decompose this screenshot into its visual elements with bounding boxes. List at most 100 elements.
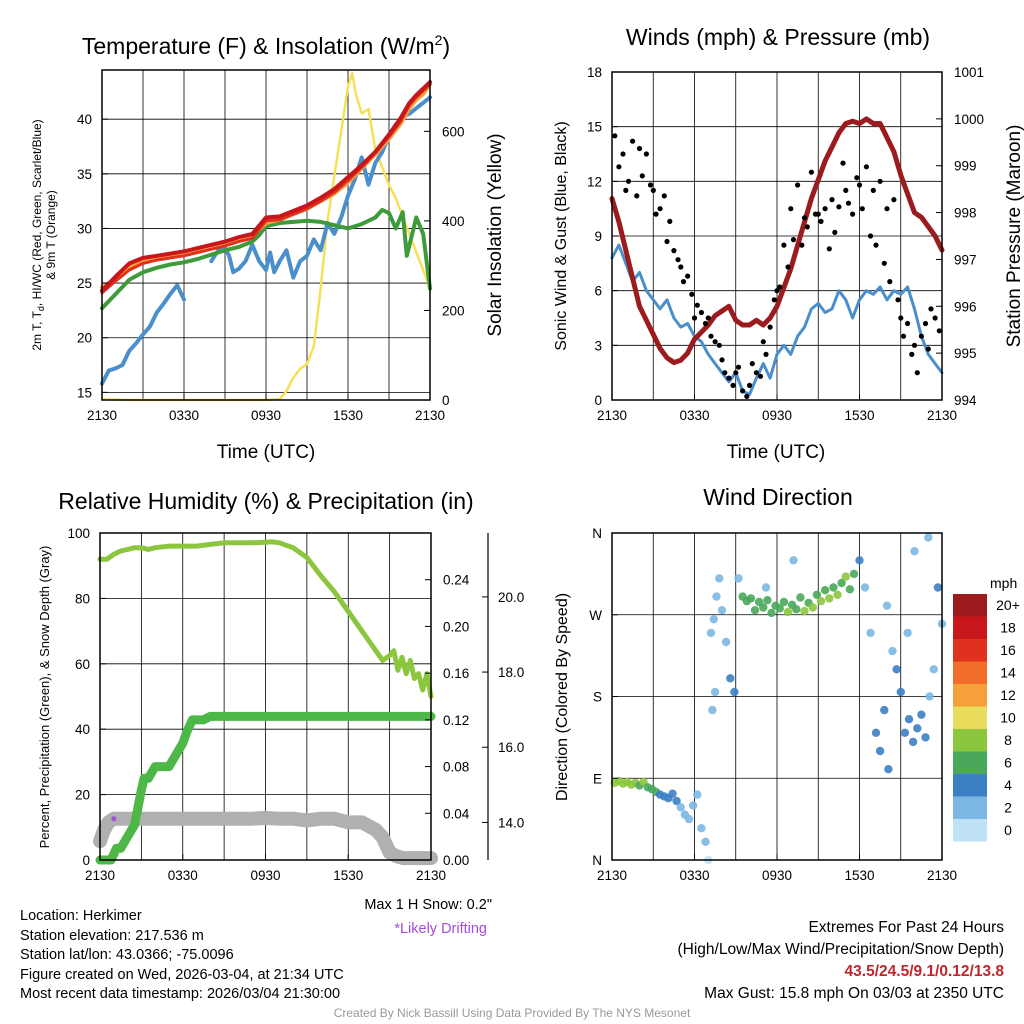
gust-point <box>822 206 828 212</box>
x-tick-label: 2130 <box>927 408 957 423</box>
y-tick-label: 18 <box>587 65 602 80</box>
precip-tick-label: 0.20 <box>443 619 469 634</box>
direction-point <box>892 665 901 674</box>
direction-point <box>896 687 905 697</box>
gust-point <box>705 315 711 321</box>
direction-point <box>717 606 727 615</box>
precip-tick-label: 0.00 <box>443 853 469 868</box>
rh-ylabel: Percent, Precipitation (Green), & Snow D… <box>37 546 52 849</box>
direction-point <box>884 765 893 774</box>
y-tick-label: 25 <box>77 276 92 291</box>
series-line <box>100 207 432 311</box>
x-tick-label: 2130 <box>597 408 627 423</box>
direction-point <box>676 803 685 812</box>
elevation-text: Station elevation: 217.536 m <box>20 927 204 944</box>
gust-point <box>832 229 838 235</box>
gust-point <box>620 151 626 157</box>
gust-point <box>898 315 904 321</box>
x-tick-label: 2130 <box>416 868 446 883</box>
legend-title: mph <box>990 575 1017 591</box>
x-tick-label: 1530 <box>333 408 363 423</box>
gust-point <box>623 187 629 193</box>
direction-point <box>792 605 801 614</box>
series-line <box>97 539 434 699</box>
direction-point <box>871 728 881 737</box>
direction-point <box>816 596 826 606</box>
y2-tick-label: 998 <box>954 206 977 221</box>
direction-point <box>701 837 710 846</box>
series-line <box>100 283 186 386</box>
legend-swatch <box>953 751 987 774</box>
temp-ylabel: 2m T, Td, HI/WC (Red, Green, Scarlet/Blu… <box>30 119 46 350</box>
y2-tick-label: 995 <box>954 346 977 361</box>
gust-point <box>785 264 791 270</box>
precip-tick-label: 0.08 <box>443 760 469 775</box>
drift-point <box>111 816 117 822</box>
precip-tick-label: 0.24 <box>443 573 470 588</box>
gust-point <box>698 309 705 316</box>
direction-point <box>750 606 760 615</box>
gust-point <box>749 361 755 367</box>
y2-tick-label: 200 <box>442 303 465 318</box>
gust-point <box>801 215 808 221</box>
extremes-subtitle: (High/Low/Max Wind/Precipitation/Snow De… <box>677 941 1005 958</box>
panel-temperature: Temperature (F) & Insolation (W/m2) 2130… <box>30 32 506 463</box>
gust-point <box>799 242 805 248</box>
recent-text: Most recent data timestamp: 2026/03/04 2… <box>20 986 341 1003</box>
solar-ylabel: Solar Insolation (Yellow) <box>485 133 506 336</box>
legend-swatch <box>953 796 987 819</box>
x-tick-label: 0930 <box>762 868 792 883</box>
gust-point <box>678 264 684 270</box>
direction-point <box>925 692 934 701</box>
gust-point <box>863 164 870 170</box>
y-tick-label: 9 <box>594 229 602 244</box>
gust-point <box>664 238 670 245</box>
y-tick-label: 15 <box>587 120 602 135</box>
snow-tick-label: 20.0 <box>498 590 524 605</box>
max-snow-note: Max 1 H Snow: 0.2" <box>364 897 492 913</box>
temp-title: Temperature (F) & Insolation (W/m2) <box>82 32 450 59</box>
drifting-note: *Likely Drifting <box>394 921 487 937</box>
gust-point <box>895 297 901 303</box>
gust-point <box>719 357 725 363</box>
gust-point <box>829 197 835 203</box>
legend-label: 6 <box>1004 755 1012 771</box>
gust-point <box>694 302 700 308</box>
legend-label: 20+ <box>996 597 1020 613</box>
precip-tick-label: 0.16 <box>443 666 469 681</box>
direction-point <box>855 556 864 565</box>
credit-text: Created By Nick Bassill Using Data Provi… <box>333 1006 691 1020</box>
extremes-info: Extremes For Past 24 Hours (High/Low/Max… <box>678 917 1005 1005</box>
gust-point <box>630 138 636 144</box>
direction-point <box>900 728 910 737</box>
gust-point <box>788 206 794 212</box>
x-tick-label: 2130 <box>415 408 445 423</box>
gust-point <box>815 211 821 217</box>
x-tick-label: 1530 <box>333 868 363 883</box>
legend-label: 2 <box>1004 800 1012 816</box>
gust-point <box>740 388 746 394</box>
gust-point <box>905 320 911 327</box>
gust-point <box>650 187 656 193</box>
direction-point <box>860 583 870 592</box>
gust-point <box>877 178 883 184</box>
y2-tick-label: 994 <box>954 393 977 408</box>
direction-point <box>763 596 772 605</box>
direction-point <box>688 801 698 810</box>
legend-swatch <box>953 661 987 684</box>
direction-point <box>672 796 681 806</box>
direction-point <box>841 572 850 581</box>
direction-point <box>929 665 938 674</box>
series-line <box>610 243 944 396</box>
direction-point <box>903 628 912 638</box>
legend-swatch <box>953 616 987 639</box>
direction-point <box>837 578 846 588</box>
x-tick-label: 0330 <box>168 868 198 883</box>
direction-point <box>712 592 721 601</box>
legend-label: 18 <box>1000 620 1016 636</box>
y2-tick-label: 996 <box>954 299 977 314</box>
gust-point <box>884 206 890 212</box>
direction-point <box>924 533 933 542</box>
gust-point <box>667 218 673 224</box>
y-tick-label: 6 <box>594 284 602 299</box>
